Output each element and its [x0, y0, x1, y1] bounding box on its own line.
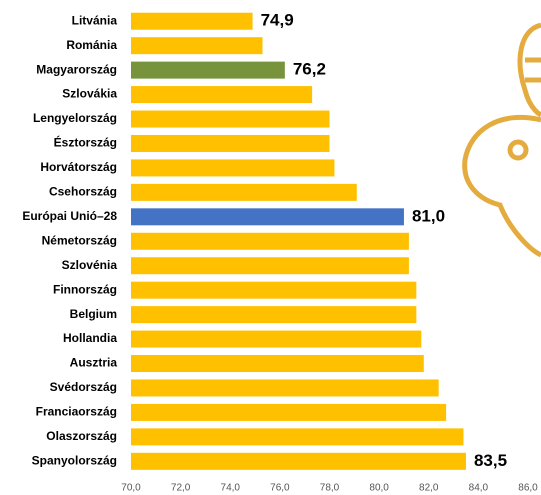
- bar: [131, 86, 312, 103]
- bar: [131, 208, 404, 225]
- x-tick-label: 74,0: [221, 483, 241, 494]
- bar: [131, 257, 409, 274]
- bar: [131, 184, 357, 201]
- x-tick-label: 82,0: [419, 483, 439, 494]
- x-tick-label: 76,0: [270, 483, 290, 494]
- value-label: 76,2: [293, 60, 326, 79]
- bar: [131, 379, 439, 396]
- category-label: Horvátország: [40, 160, 117, 174]
- bar: [131, 404, 446, 421]
- bar: [131, 282, 416, 299]
- category-label: Szlovénia: [62, 258, 118, 272]
- x-tick-label: 70,0: [121, 483, 141, 494]
- category-label: Magyarország: [36, 62, 117, 76]
- category-label: Hollandia: [63, 331, 117, 345]
- category-label: Szlovákia: [62, 87, 117, 101]
- x-tick-label: 80,0: [369, 483, 389, 494]
- bar: [131, 135, 330, 152]
- bar: [131, 13, 253, 30]
- bar: [131, 306, 416, 323]
- category-label: Lengyelország: [33, 111, 117, 125]
- category-label: Európai Unió–28: [22, 209, 117, 223]
- page: 70,0 72,0 74,0 76,0 78,0 80,0 82,0 84,0 86,0 Litv…: [0, 0, 541, 495]
- category-label: Csehország: [49, 185, 117, 199]
- category-label: Belgium: [70, 307, 117, 321]
- category-label: Spanyolország: [32, 453, 117, 467]
- x-tick-label: 84,0: [469, 483, 489, 494]
- bar: [131, 37, 263, 54]
- bar: [131, 62, 285, 79]
- bar: [131, 233, 409, 250]
- category-label: Olaszország: [46, 429, 117, 443]
- bar: [131, 331, 421, 348]
- bar: [131, 111, 330, 128]
- category-label: Románia: [66, 38, 117, 52]
- category-label: Németország: [42, 233, 117, 247]
- x-tick-label: 78,0: [320, 483, 340, 494]
- category-label: Svédország: [50, 380, 117, 394]
- category-label: Finnország: [53, 282, 117, 296]
- bar: [131, 355, 424, 372]
- bar: [131, 428, 463, 445]
- category-label: Ausztria: [70, 356, 118, 370]
- value-label: 83,5: [474, 451, 507, 470]
- x-tick-label: 72,0: [171, 483, 191, 494]
- chart: 70,0 72,0 74,0 76,0 78,0 80,0 82,0 84,0 86,0 Litv…: [0, 0, 541, 495]
- bar: [131, 159, 334, 176]
- bar: [131, 453, 466, 470]
- x-tick-label: 86,0: [518, 483, 538, 494]
- category-label: Franciaország: [36, 405, 117, 419]
- value-label: 74,9: [261, 11, 294, 30]
- category-label: Észtország: [54, 135, 117, 150]
- value-label: 81,0: [412, 206, 445, 225]
- decoration: [465, 25, 541, 255]
- category-label: Litvánia: [72, 13, 118, 27]
